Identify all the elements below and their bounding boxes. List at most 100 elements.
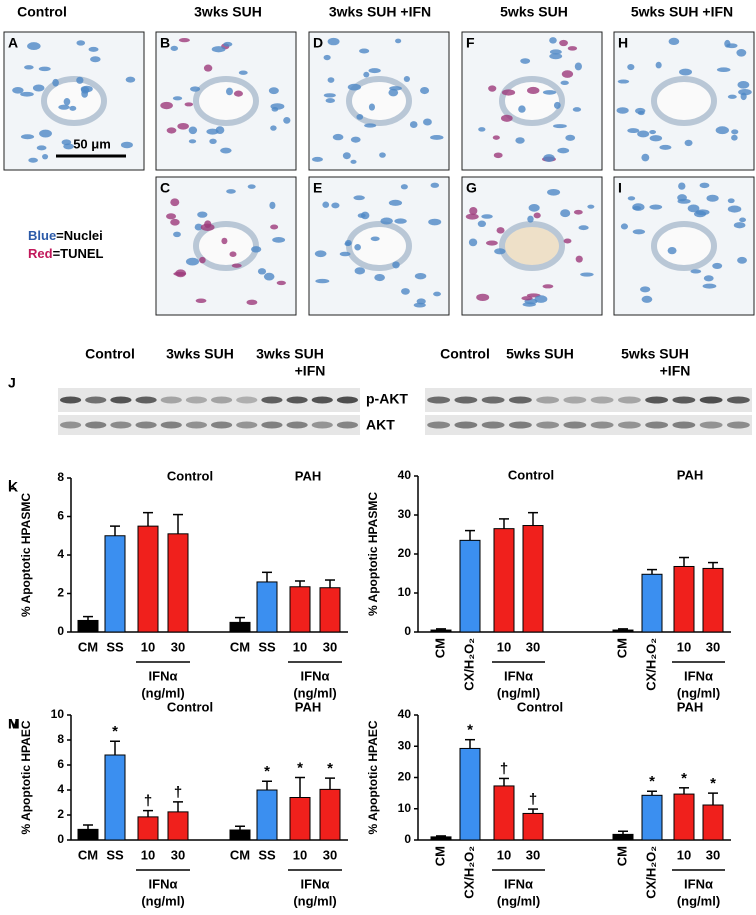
error-bar <box>83 824 93 830</box>
nucleus <box>233 90 243 97</box>
bar <box>137 816 159 841</box>
nucleus <box>549 53 563 60</box>
nucleus <box>659 144 672 150</box>
blot-band <box>336 421 358 429</box>
treatment-label: IFNα <box>684 876 713 891</box>
nucleus <box>342 152 351 160</box>
nucleus <box>272 237 286 243</box>
nucleus <box>580 272 594 277</box>
nucleus <box>534 295 548 303</box>
x-tick-label: CM <box>230 639 250 654</box>
nucleus <box>632 203 645 211</box>
error-bar <box>528 808 538 814</box>
nucleus <box>416 298 426 305</box>
bar <box>430 629 452 633</box>
nucleus <box>389 86 402 91</box>
bar <box>229 621 251 633</box>
blot-band <box>135 396 157 404</box>
nucleus <box>170 198 180 207</box>
vessel <box>499 221 565 271</box>
blot-group-label: Control <box>85 346 135 362</box>
nucleus <box>76 40 86 46</box>
bar <box>522 525 544 633</box>
nucleus <box>20 134 35 140</box>
nucleus <box>42 153 49 160</box>
nucleus <box>527 215 534 223</box>
blot-band <box>617 396 641 404</box>
x-tick-label: 10 <box>293 639 307 654</box>
nucleus <box>199 256 206 264</box>
blot-band <box>536 421 560 429</box>
x-tick-label: CM <box>230 847 250 862</box>
x-tick-label: 10 <box>677 639 691 654</box>
y-axis-label: % Apoptotic HPAEC <box>19 720 33 834</box>
nucleus <box>423 118 432 126</box>
scale-bar-label: 50 μm <box>73 136 111 151</box>
nucleus <box>500 114 513 122</box>
nucleus <box>632 229 646 235</box>
legend-text: =TUNEL <box>53 246 104 261</box>
nucleus <box>354 244 361 251</box>
x-tick-label: SS <box>106 639 124 654</box>
x-tick-label: CX/H₂O₂ <box>461 846 476 899</box>
significance-marker: * <box>710 775 716 792</box>
x-tick-label: 10 <box>293 847 307 862</box>
bar <box>459 539 481 633</box>
nucleus <box>63 98 71 106</box>
significance-marker: * <box>112 723 118 740</box>
y-tick-label: 0 <box>404 832 411 846</box>
panel-letter: G <box>466 180 477 196</box>
nucleus <box>641 295 653 303</box>
panel-letter: B <box>160 35 170 51</box>
nucleus <box>231 263 242 268</box>
blot-band <box>726 421 750 429</box>
y-tick-label: 40 <box>398 468 412 482</box>
nucleus <box>736 49 747 57</box>
vessel <box>193 76 259 126</box>
error-bar <box>679 787 689 795</box>
panel-letter: N <box>8 716 18 732</box>
nucleus <box>521 296 533 301</box>
blot-band <box>481 421 505 429</box>
nucleus <box>315 278 330 284</box>
treatment-unit: (ng/ml) <box>293 893 336 908</box>
nucleus <box>401 288 410 295</box>
nucleus <box>209 138 217 144</box>
panel-letter: H <box>618 35 628 51</box>
nucleus <box>549 49 562 55</box>
blot-band <box>261 421 283 429</box>
blot-band <box>536 396 560 404</box>
error-bar <box>325 777 335 790</box>
significance-marker: * <box>467 722 473 739</box>
nucleus <box>52 78 59 87</box>
error-bar <box>436 628 446 631</box>
x-tick-label: 30 <box>171 847 185 862</box>
error-bar <box>262 571 272 582</box>
nucleus <box>185 257 200 266</box>
bar <box>167 811 189 841</box>
nucleus <box>28 157 38 163</box>
group-label: Control <box>167 699 213 714</box>
nucleus <box>716 67 731 72</box>
nucleus <box>238 70 248 75</box>
group-label: Control <box>517 699 563 714</box>
nucleus <box>737 256 747 264</box>
nucleus <box>88 46 99 52</box>
nucleus <box>684 139 693 147</box>
blot-row-label: AKT <box>366 417 395 433</box>
bar <box>493 785 515 841</box>
error-bar <box>295 580 305 587</box>
nucleus <box>428 218 442 226</box>
nucleus <box>170 45 179 51</box>
nucleus <box>58 104 70 110</box>
nucleus <box>81 89 88 98</box>
nucleus <box>702 283 717 289</box>
nucleus <box>430 182 440 188</box>
blot-band <box>85 421 107 429</box>
blot-band <box>617 421 641 429</box>
blot-band <box>236 396 258 404</box>
blot-band <box>672 421 696 429</box>
nucleus <box>32 84 45 92</box>
nucleus <box>220 147 232 154</box>
y-tick-label: 30 <box>398 507 412 521</box>
